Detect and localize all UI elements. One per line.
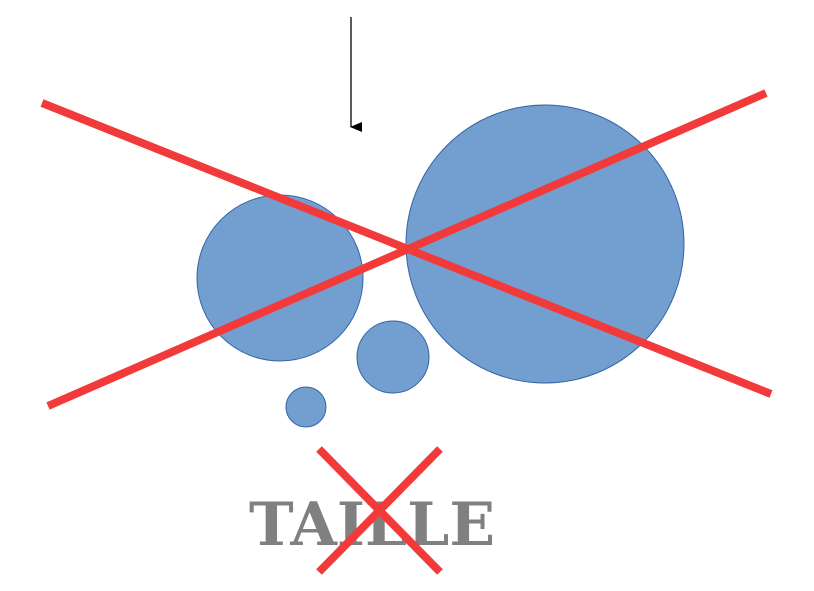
large-cross-line-2 [46, 89, 768, 410]
circle-small [356, 320, 430, 394]
circle-tiny [285, 386, 327, 428]
small-cross-line-2 [316, 446, 443, 575]
